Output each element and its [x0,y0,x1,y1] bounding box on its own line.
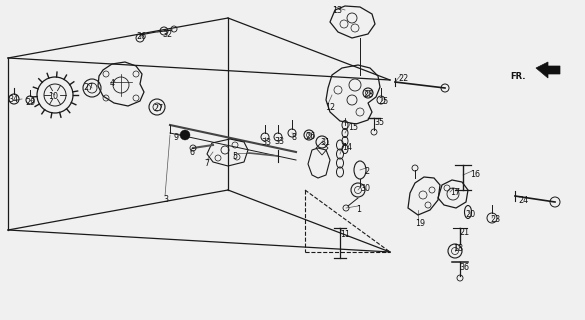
Text: 11: 11 [340,230,350,239]
Text: 14: 14 [342,143,352,152]
Text: 34: 34 [8,95,18,104]
Text: 7: 7 [204,159,209,168]
Text: 36: 36 [459,263,469,272]
Text: 18: 18 [453,244,463,253]
Text: 8: 8 [291,133,296,142]
Text: 29: 29 [25,98,35,107]
Text: 13: 13 [332,6,342,15]
Text: 32: 32 [162,30,172,39]
Text: 26: 26 [136,32,146,41]
Text: 2: 2 [364,167,369,176]
Text: 23: 23 [490,215,500,224]
Text: 15: 15 [348,123,358,132]
Text: 6: 6 [190,148,195,157]
Text: 33: 33 [274,137,284,146]
Text: 1: 1 [356,205,361,214]
Text: 21: 21 [459,228,469,237]
Text: 26: 26 [305,132,315,141]
Text: 35: 35 [374,118,384,127]
Text: 27: 27 [153,104,163,113]
Text: 4: 4 [110,79,115,88]
Text: 27: 27 [83,83,93,92]
Text: 33: 33 [261,138,271,147]
Polygon shape [536,62,560,78]
Text: 31: 31 [320,138,330,147]
Text: 5: 5 [232,152,237,161]
Text: FR.: FR. [510,72,525,81]
Text: 24: 24 [518,196,528,205]
Text: 22: 22 [398,74,408,83]
Text: 25: 25 [378,97,388,106]
Text: 17: 17 [450,188,460,197]
Text: 19: 19 [415,219,425,228]
Text: 3: 3 [163,195,168,204]
Text: 28: 28 [363,90,373,99]
Text: 16: 16 [470,170,480,179]
Text: 12: 12 [325,103,335,112]
Text: 20: 20 [465,210,475,219]
Text: 30: 30 [360,184,370,193]
Text: 10: 10 [48,92,58,101]
Text: 9: 9 [174,133,179,142]
Circle shape [180,130,190,140]
